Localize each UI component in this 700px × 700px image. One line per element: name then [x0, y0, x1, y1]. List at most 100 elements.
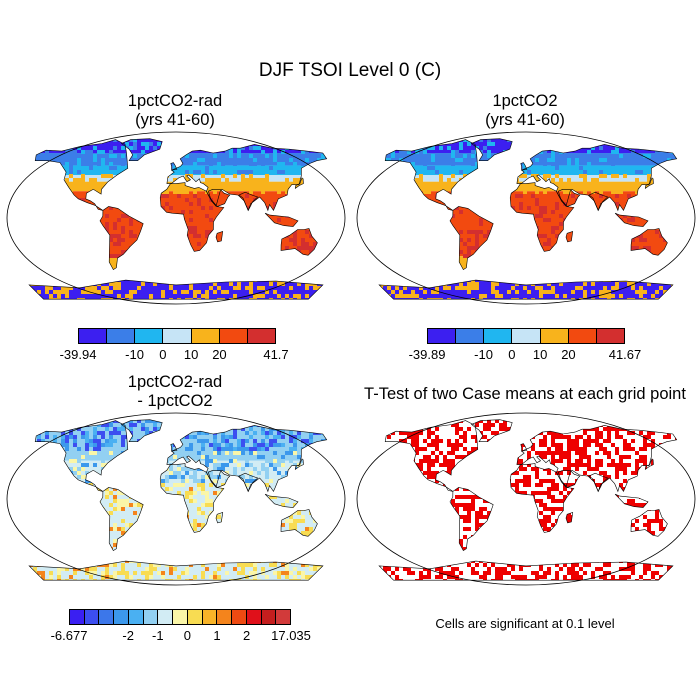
grid-cell — [647, 174, 651, 178]
grid-cell — [125, 186, 129, 190]
grid-cell — [273, 150, 277, 154]
grid-cell — [133, 443, 137, 447]
grid-cell — [173, 483, 177, 487]
grid-cell — [459, 142, 463, 146]
grid-cell — [407, 282, 411, 286]
grid-cell — [85, 150, 89, 154]
grid-cell — [109, 435, 113, 439]
grid-cell — [61, 547, 65, 551]
grid-cell — [337, 431, 341, 435]
grid-cell — [133, 487, 137, 491]
grid-cell — [229, 539, 233, 543]
grid-cell — [341, 415, 345, 419]
grid-cell — [273, 451, 277, 455]
grid-cell — [563, 206, 567, 210]
grid-cell — [563, 210, 567, 214]
grid-cell — [53, 218, 57, 222]
grid-cell — [321, 246, 325, 250]
grid-cell — [201, 455, 205, 459]
grid-cell — [17, 262, 21, 266]
grid-cell — [85, 182, 89, 186]
grid-cell — [559, 238, 563, 242]
grid-cell — [663, 270, 667, 274]
grid-cell — [313, 270, 317, 274]
grid-cell — [61, 515, 65, 519]
grid-cell — [543, 194, 547, 198]
grid-cell — [375, 250, 379, 254]
grid-cell — [359, 419, 363, 423]
grid-cell — [85, 290, 89, 294]
grid-cell — [161, 539, 165, 543]
grid-cell — [285, 302, 289, 306]
grid-cell — [543, 202, 547, 206]
grid-cell — [375, 194, 379, 198]
grid-cell — [89, 439, 93, 443]
grid-cell — [507, 222, 511, 226]
grid-cell — [161, 571, 165, 575]
grid-cell — [619, 246, 623, 250]
grid-cell — [57, 491, 61, 495]
grid-cell — [679, 234, 683, 238]
grid-cell — [607, 222, 611, 226]
grid-cell — [165, 190, 169, 194]
grid-cell — [333, 579, 337, 583]
grid-cell — [635, 190, 639, 194]
grid-cell — [217, 523, 221, 527]
grid-cell — [579, 182, 583, 186]
grid-cell — [313, 423, 317, 427]
grid-cell — [371, 511, 375, 515]
grid-cell — [205, 543, 209, 547]
grid-cell — [109, 154, 113, 158]
grid-cell — [89, 547, 93, 551]
grid-cell — [475, 282, 479, 286]
grid-cell — [245, 238, 249, 242]
grid-cell — [563, 270, 567, 274]
grid-cell — [17, 423, 21, 427]
grid-cell — [89, 487, 93, 491]
grid-cell — [221, 411, 225, 415]
grid-cell — [463, 226, 467, 230]
grid-cell — [221, 242, 225, 246]
grid-cell — [141, 467, 145, 471]
grid-cell — [177, 559, 181, 563]
grid-cell — [5, 443, 9, 447]
grid-cell — [419, 174, 423, 178]
grid-cell — [687, 210, 691, 214]
grid-cell — [285, 246, 289, 250]
grid-cell — [691, 162, 695, 166]
grid-cell — [41, 258, 45, 262]
grid-cell — [419, 178, 423, 182]
grid-cell — [293, 527, 297, 531]
grid-cell — [495, 206, 499, 210]
grid-cell — [81, 555, 85, 559]
grid-cell — [153, 423, 157, 427]
grid-cell — [285, 258, 289, 262]
grid-cell — [237, 170, 241, 174]
grid-cell — [539, 214, 543, 218]
grid-cell — [563, 230, 567, 234]
grid-cell — [145, 483, 149, 487]
grid-cell — [321, 503, 325, 507]
grid-cell — [65, 503, 69, 507]
grid-cell — [45, 138, 49, 142]
grid-cell — [29, 483, 33, 487]
grid-cell — [153, 439, 157, 443]
grid-cell — [631, 182, 635, 186]
grid-cell — [73, 234, 77, 238]
grid-cell — [101, 166, 105, 170]
grid-cell — [333, 455, 337, 459]
grid-cell — [281, 230, 285, 234]
grid-cell — [89, 555, 93, 559]
grid-cell — [595, 274, 599, 278]
grid-cell — [37, 278, 41, 282]
grid-cell — [53, 174, 57, 178]
grid-cell — [173, 419, 177, 423]
grid-cell — [301, 515, 305, 519]
grid-cell — [21, 567, 25, 571]
grid-cell — [89, 511, 93, 515]
grid-cell — [459, 170, 463, 174]
grid-cell — [117, 222, 121, 226]
grid-cell — [213, 146, 217, 150]
grid-cell — [241, 539, 245, 543]
grid-cell — [281, 563, 285, 567]
